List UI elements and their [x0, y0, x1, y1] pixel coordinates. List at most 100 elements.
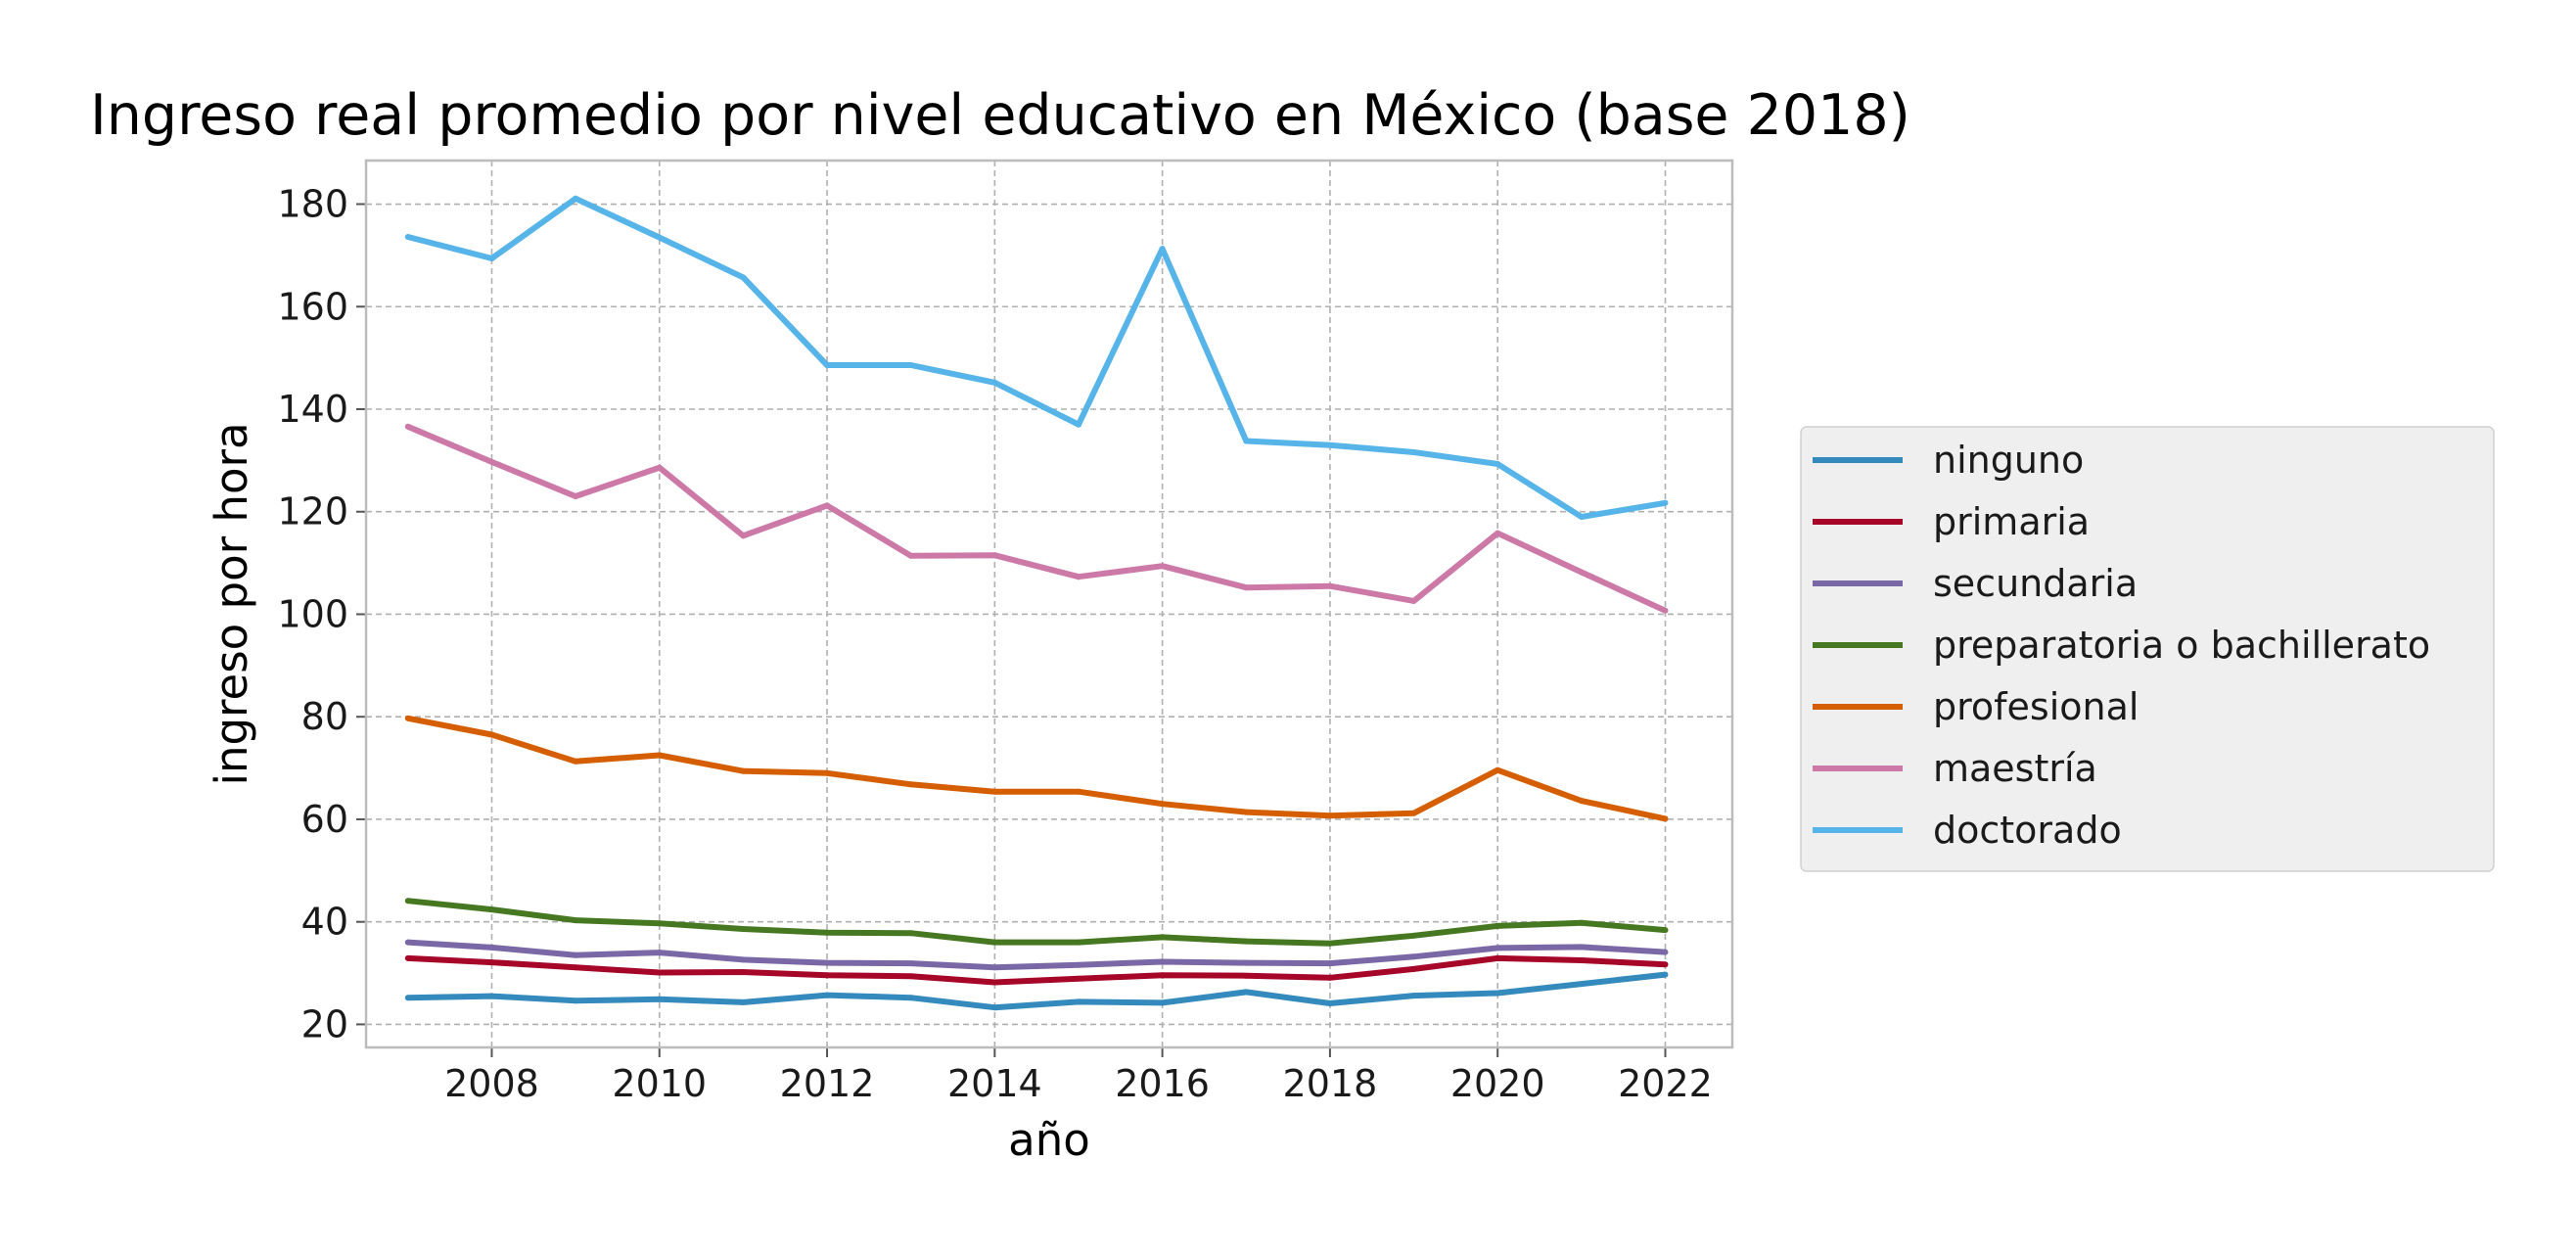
x-tick-label: 2022	[1618, 1062, 1713, 1105]
data-point	[991, 939, 998, 946]
data-point	[1326, 441, 1333, 448]
data-point	[824, 362, 830, 368]
data-point	[404, 995, 411, 1001]
data-point	[907, 781, 914, 788]
data-point	[824, 769, 830, 776]
series-5	[404, 423, 1669, 614]
data-point	[488, 731, 495, 738]
data-point	[404, 898, 411, 905]
series-lines	[404, 195, 1669, 1011]
legend-label: primaria	[1933, 500, 2090, 543]
data-point	[656, 969, 663, 976]
data-point	[573, 493, 579, 499]
y-tick-label: 80	[301, 695, 348, 738]
data-point	[1159, 563, 1166, 570]
y-tick-label: 180	[277, 183, 348, 226]
data-point	[1578, 798, 1585, 805]
legend-item: maestría	[1813, 747, 2097, 790]
data-point	[824, 972, 830, 979]
data-point	[1326, 812, 1333, 819]
data-point	[488, 944, 495, 951]
data-point	[991, 964, 998, 971]
data-point	[1326, 960, 1333, 967]
data-point	[1076, 961, 1081, 968]
plot-frame	[364, 159, 1734, 1049]
data-point	[1662, 961, 1669, 968]
data-point	[1495, 922, 1501, 929]
data-point	[1243, 938, 1250, 945]
data-point	[1410, 965, 1417, 972]
x-tick-label: 2016	[1115, 1062, 1210, 1105]
data-point	[740, 998, 747, 1005]
data-point	[488, 458, 495, 465]
legend-item: ninguno	[1813, 439, 2084, 482]
data-point	[1578, 957, 1585, 963]
legend-label: maestría	[1933, 747, 2097, 790]
data-point	[1662, 971, 1669, 978]
data-point	[656, 752, 663, 759]
legend-items: ninguno primaria secundaria preparatoria o …	[1813, 439, 2430, 852]
data-point	[740, 956, 747, 963]
data-point	[573, 195, 579, 202]
data-point	[573, 998, 579, 1004]
data-point	[907, 960, 914, 967]
data-point	[404, 954, 411, 961]
x-tick-label: 2020	[1450, 1062, 1545, 1105]
x-tick-label: 2012	[780, 1062, 875, 1105]
data-point	[573, 951, 579, 958]
y-tick-label: 40	[301, 901, 348, 944]
data-point	[656, 950, 663, 956]
legend-item: primaria	[1813, 500, 2090, 543]
data-point	[740, 767, 747, 774]
x-tick-label: 2008	[444, 1062, 539, 1105]
series-6	[404, 195, 1669, 520]
data-point	[1410, 597, 1417, 604]
data-point	[404, 423, 411, 430]
data-point	[824, 992, 830, 998]
data-point	[1410, 449, 1417, 455]
y-tick-label: 20	[301, 1002, 348, 1045]
legend-item: preparatoria o bachillerato	[1813, 624, 2430, 667]
legend-box	[1800, 426, 2495, 872]
series-line	[406, 424, 1667, 614]
data-point	[573, 758, 579, 765]
data-point	[824, 502, 830, 509]
data-point	[740, 274, 747, 281]
data-point	[1326, 974, 1333, 981]
data-point	[1662, 607, 1669, 614]
data-point	[488, 959, 495, 966]
data-point	[573, 917, 579, 924]
legend-item: doctorado	[1813, 809, 2122, 852]
series-line	[407, 939, 1666, 971]
y-axis-label: ingreso por hora	[206, 422, 257, 785]
data-point	[1076, 975, 1081, 982]
series-1	[404, 954, 1669, 986]
data-point	[1578, 944, 1585, 951]
data-point	[1243, 959, 1250, 966]
data-point	[404, 234, 411, 240]
series-3	[404, 898, 1669, 947]
data-point	[991, 979, 998, 986]
legend-item: profesional	[1813, 685, 2139, 728]
data-point	[1410, 953, 1417, 960]
series-line	[407, 898, 1666, 947]
y-tick-label: 60	[301, 798, 348, 841]
y-tick-label: 160	[277, 285, 348, 328]
data-point	[1662, 815, 1669, 822]
data-point	[1326, 582, 1333, 589]
y-tick-label: 120	[277, 490, 348, 534]
data-point	[907, 930, 914, 937]
data-point	[1243, 438, 1250, 444]
data-point	[740, 533, 747, 539]
data-point	[1159, 246, 1166, 253]
data-point	[1159, 934, 1166, 941]
data-point	[1410, 810, 1417, 816]
data-point	[1076, 998, 1081, 1005]
y-tick-label: 140	[277, 388, 348, 431]
data-point	[1578, 569, 1585, 576]
data-point	[1243, 809, 1250, 815]
data-point	[1326, 1000, 1333, 1006]
axis-ticks: 2008 2010 2012 2014 2016 2018 2020 2022 20 40 60 80…	[277, 183, 1712, 1105]
series-line	[407, 715, 1667, 822]
